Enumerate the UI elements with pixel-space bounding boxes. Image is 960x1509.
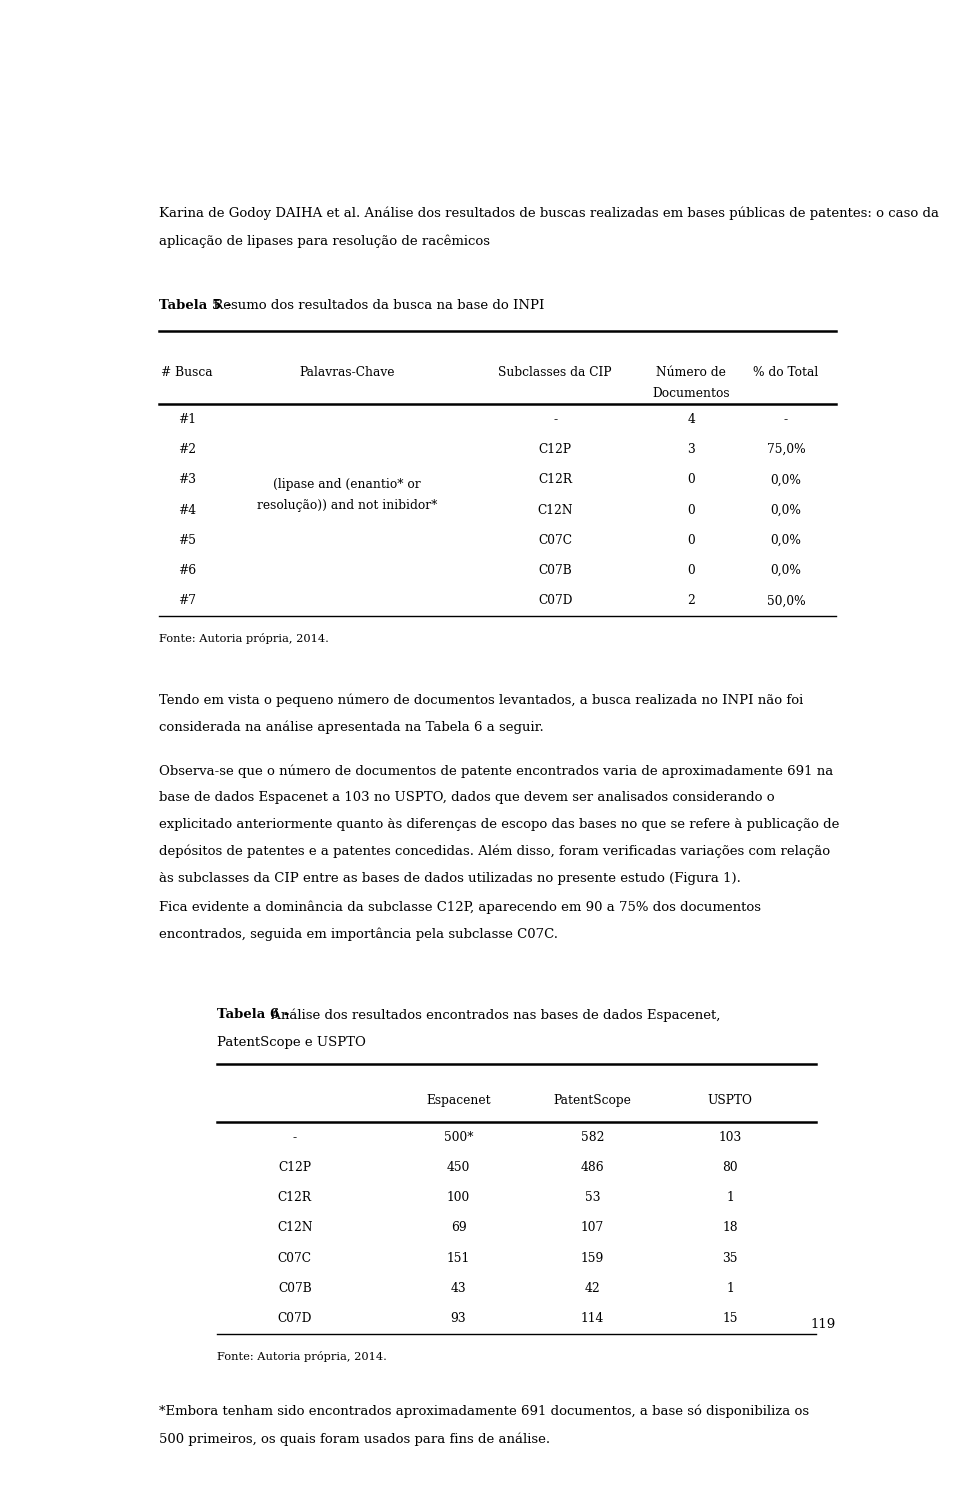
Text: C12P: C12P	[278, 1160, 311, 1174]
Text: C07C: C07C	[539, 534, 572, 546]
Text: 0: 0	[687, 564, 695, 576]
Text: -: -	[293, 1130, 297, 1144]
Text: 4: 4	[687, 413, 695, 426]
Text: Número de: Número de	[657, 365, 727, 379]
Text: 119: 119	[810, 1319, 836, 1331]
Text: encontrados, seguida em importância pela subclasse C07C.: encontrados, seguida em importância pela…	[158, 928, 558, 942]
Text: 486: 486	[581, 1160, 604, 1174]
Text: Fonte: Autoria própria, 2014.: Fonte: Autoria própria, 2014.	[217, 1351, 387, 1361]
Text: 103: 103	[718, 1130, 742, 1144]
Text: C12P: C12P	[539, 444, 572, 456]
Text: 100: 100	[447, 1191, 470, 1204]
Text: #3: #3	[178, 474, 196, 486]
Text: 80: 80	[722, 1160, 738, 1174]
Text: 35: 35	[722, 1251, 738, 1265]
Text: Resumo dos resultados da busca na base do INPI: Resumo dos resultados da busca na base d…	[209, 299, 544, 312]
Text: às subclasses da CIP entre as bases de dados utilizadas no presente estudo (Figu: às subclasses da CIP entre as bases de d…	[158, 872, 740, 884]
Text: % do Total: % do Total	[754, 365, 819, 379]
Text: Documentos: Documentos	[653, 388, 731, 400]
Text: C07D: C07D	[277, 1311, 312, 1325]
Text: 0,0%: 0,0%	[771, 504, 802, 516]
Text: # Busca: # Busca	[161, 365, 213, 379]
Text: (lipase and (enantio* or: (lipase and (enantio* or	[273, 478, 420, 490]
Text: considerada na análise apresentada na Tabela 6 a seguir.: considerada na análise apresentada na Ta…	[158, 720, 543, 733]
Text: USPTO: USPTO	[708, 1094, 753, 1108]
Text: Tendo em vista o pequeno número de documentos levantados, a busca realizada no I: Tendo em vista o pequeno número de docum…	[158, 693, 803, 706]
Text: 1: 1	[726, 1281, 734, 1295]
Text: 50,0%: 50,0%	[767, 595, 805, 607]
Text: 114: 114	[581, 1311, 604, 1325]
Text: 159: 159	[581, 1251, 604, 1265]
Text: #7: #7	[178, 595, 196, 607]
Text: 43: 43	[450, 1281, 467, 1295]
Text: 15: 15	[722, 1311, 738, 1325]
Text: 2: 2	[687, 595, 695, 607]
Text: C12R: C12R	[277, 1191, 312, 1204]
Text: 450: 450	[446, 1160, 470, 1174]
Text: base de dados Espacenet a 103 no USPTO, dados que devem ser analisados considera: base de dados Espacenet a 103 no USPTO, …	[158, 791, 775, 804]
Text: 18: 18	[722, 1221, 738, 1234]
Text: 0: 0	[687, 534, 695, 546]
Text: 500*: 500*	[444, 1130, 473, 1144]
Text: aplicação de lipases para resolução de racêmicos: aplicação de lipases para resolução de r…	[158, 234, 490, 247]
Text: 93: 93	[450, 1311, 467, 1325]
Text: 0: 0	[687, 504, 695, 516]
Text: resolução)) and not inibidor*: resolução)) and not inibidor*	[256, 499, 437, 512]
Text: Palavras-Chave: Palavras-Chave	[300, 365, 395, 379]
Text: 582: 582	[581, 1130, 604, 1144]
Text: Tabela 5 -: Tabela 5 -	[158, 299, 231, 312]
Text: Karina de Godoy DAIHA et al. Análise dos resultados de buscas realizadas em base: Karina de Godoy DAIHA et al. Análise dos…	[158, 207, 939, 220]
Text: C07B: C07B	[278, 1281, 312, 1295]
Text: #6: #6	[178, 564, 196, 576]
Text: -: -	[553, 413, 558, 426]
Text: Fonte: Autoria própria, 2014.: Fonte: Autoria própria, 2014.	[158, 634, 328, 644]
Text: 500 primeiros, os quais foram usados para fins de análise.: 500 primeiros, os quais foram usados par…	[158, 1432, 550, 1446]
Text: C07C: C07C	[277, 1251, 312, 1265]
Text: explicitado anteriormente quanto às diferenças de escopo das bases no que se ref: explicitado anteriormente quanto às dife…	[158, 818, 839, 831]
Text: 3: 3	[687, 444, 695, 456]
Text: *Embora tenham sido encontrados aproximadamente 691 documentos, a base só dispon: *Embora tenham sido encontrados aproxima…	[158, 1405, 809, 1418]
Text: Tabela 6 -: Tabela 6 -	[217, 1008, 289, 1022]
Text: -: -	[783, 413, 788, 426]
Text: #5: #5	[178, 534, 196, 546]
Text: C12N: C12N	[277, 1221, 313, 1234]
Text: 75,0%: 75,0%	[767, 444, 805, 456]
Text: Análise dos resultados encontrados nas bases de dados Espacenet,: Análise dos resultados encontrados nas b…	[267, 1008, 721, 1022]
Text: Fica evidente a dominância da subclasse C12P, aparecendo em 90 a 75% dos documen: Fica evidente a dominância da subclasse …	[158, 901, 760, 914]
Text: Observa-se que o número de documentos de patente encontrados varia de aproximada: Observa-se que o número de documentos de…	[158, 764, 833, 777]
Text: Espacenet: Espacenet	[426, 1094, 491, 1108]
Text: depósitos de patentes e a patentes concedidas. Além disso, foram verificadas var: depósitos de patentes e a patentes conce…	[158, 845, 829, 859]
Text: 42: 42	[585, 1281, 600, 1295]
Text: C12R: C12R	[539, 474, 572, 486]
Text: 107: 107	[581, 1221, 604, 1234]
Text: 0: 0	[687, 474, 695, 486]
Text: 53: 53	[585, 1191, 600, 1204]
Text: #1: #1	[178, 413, 196, 426]
Text: C07B: C07B	[539, 564, 572, 576]
Text: PatentScope: PatentScope	[554, 1094, 632, 1108]
Text: 0,0%: 0,0%	[771, 564, 802, 576]
Text: Subclasses da CIP: Subclasses da CIP	[498, 365, 612, 379]
Text: 151: 151	[447, 1251, 470, 1265]
Text: 1: 1	[726, 1191, 734, 1204]
Text: 0,0%: 0,0%	[771, 474, 802, 486]
Text: #4: #4	[178, 504, 196, 516]
Text: 69: 69	[450, 1221, 467, 1234]
Text: C12N: C12N	[538, 504, 573, 516]
Text: PatentScope e USPTO: PatentScope e USPTO	[217, 1037, 366, 1049]
Text: 0,0%: 0,0%	[771, 534, 802, 546]
Text: #2: #2	[178, 444, 196, 456]
Text: C07D: C07D	[538, 595, 572, 607]
